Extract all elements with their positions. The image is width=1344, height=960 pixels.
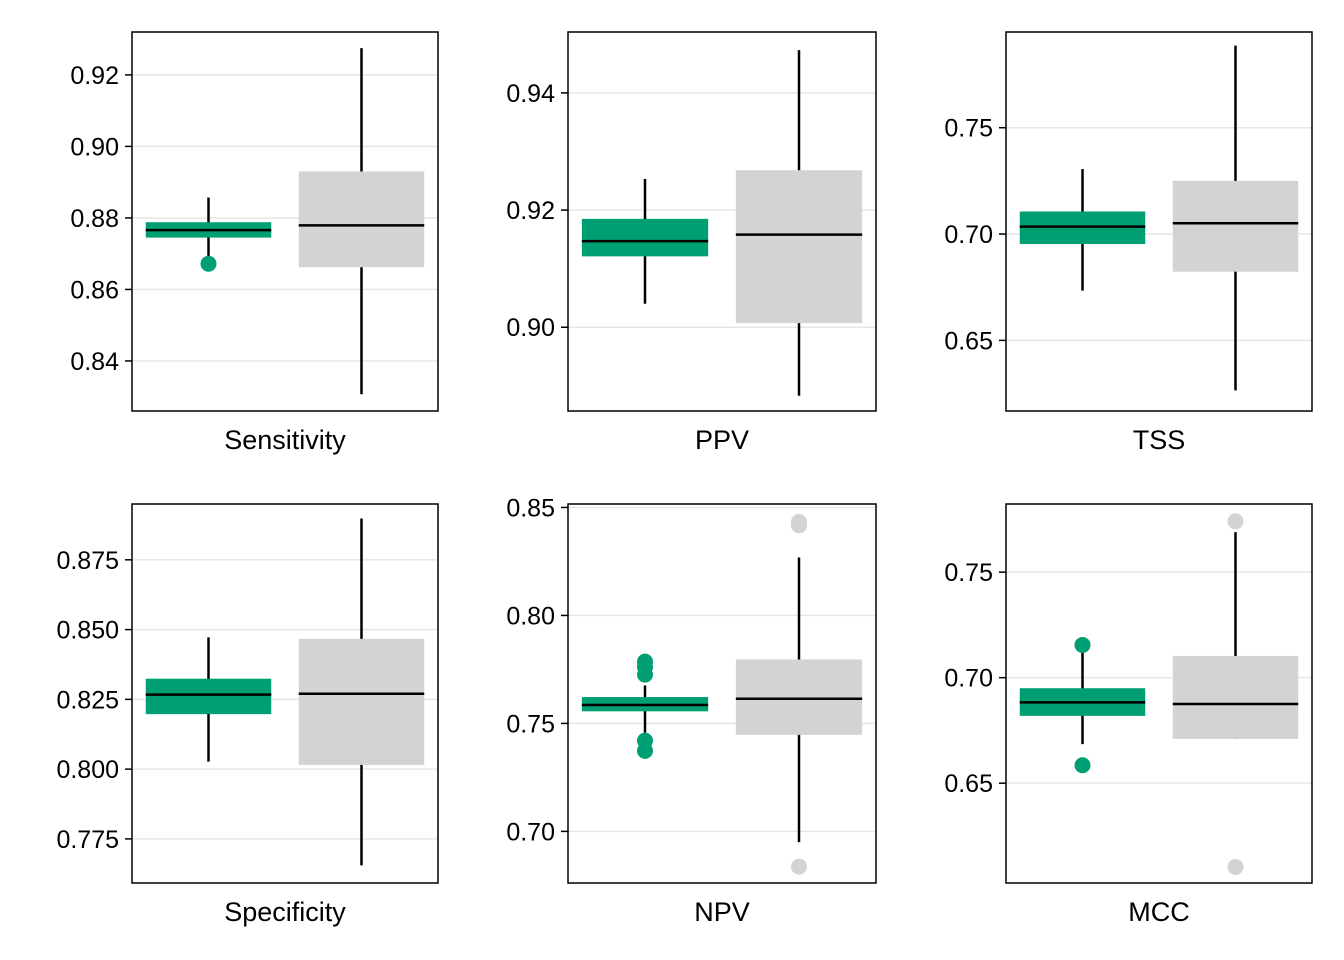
npv-gray-box	[735, 659, 863, 735]
panel-tss: 0.65 0.70 0.75 TSS	[944, 31, 1313, 455]
sensitivity-green-outlier-0	[200, 255, 217, 272]
sensitivity-ytick-label-2: 0.88	[70, 205, 119, 233]
mcc-xlabel: MCC	[1128, 897, 1190, 927]
specificity-xlabel: Specificity	[224, 897, 346, 927]
specificity-ytick-label-3: 0.850	[56, 617, 119, 645]
ppv-frame	[567, 31, 877, 412]
npv-ytick-label-2: 0.80	[506, 602, 555, 630]
sensitivity-ytick-label-4: 0.92	[70, 62, 119, 90]
mcc-green-outlier-0	[1074, 757, 1091, 774]
mcc-frame	[1005, 503, 1313, 884]
mcc-ytick-label-1: 0.70	[944, 665, 993, 693]
tss-ytick-label-0: 0.65	[944, 327, 993, 355]
sensitivity-ytick-label-0: 0.84	[70, 348, 119, 376]
mcc-green-outlier-1	[1074, 636, 1091, 653]
mcc-gray-outlier-0	[1227, 858, 1244, 875]
ppv-green-box	[581, 218, 709, 257]
tss-frame	[1005, 31, 1313, 412]
sensitivity-ytick-label-1: 0.86	[70, 276, 119, 304]
mcc-gray-outlier-1	[1227, 513, 1244, 530]
npv-green-outlier-1	[637, 732, 653, 749]
mcc-ytick-label-2: 0.75	[944, 559, 993, 587]
panel-npv: 0.70 0.75 0.80 0.85 NPV	[506, 494, 877, 927]
npv-gray-outlier-0	[791, 858, 807, 875]
npv-ytick-label-1: 0.75	[506, 710, 555, 738]
tss-xlabel: TSS	[1133, 425, 1186, 455]
npv-xlabel: NPV	[694, 897, 750, 927]
tss-ytick-label-1: 0.70	[944, 221, 993, 249]
panel-ppv: 0.90 0.92 0.94 PPV	[506, 31, 877, 455]
ppv-gray-box	[735, 170, 863, 324]
sensitivity-xlabel: Sensitivity	[224, 425, 346, 455]
npv-ytick-label-0: 0.70	[506, 818, 555, 846]
sensitivity-ytick-label-3: 0.90	[70, 133, 119, 161]
sensitivity-frame	[131, 31, 439, 412]
specificity-ytick-label-0: 0.775	[56, 826, 119, 854]
specificity-green-box	[145, 678, 272, 715]
npv-ytick-label-3: 0.85	[506, 494, 555, 522]
ppv-xlabel: PPV	[695, 425, 749, 455]
panel-mcc: 0.65 0.70 0.75 MCC	[944, 503, 1313, 927]
sensitivity-gray-box	[298, 171, 425, 268]
npv-green-outlier-4	[637, 653, 653, 670]
ppv-ytick-label-1: 0.92	[506, 197, 555, 225]
mcc-ytick-label-0: 0.65	[944, 770, 993, 798]
panel-sensitivity: 0.84 0.86 0.88 0.90 0.92 Sensitivity	[70, 31, 439, 455]
ppv-ytick-label-2: 0.94	[506, 80, 555, 108]
specificity-ytick-label-1: 0.800	[56, 756, 119, 784]
specificity-frame	[131, 503, 439, 884]
npv-frame	[567, 503, 877, 884]
specificity-gray-box	[298, 638, 425, 765]
panel-specificity: 0.775 0.800 0.825 0.850 0.875 Specificity	[56, 503, 439, 927]
ppv-ytick-label-0: 0.90	[506, 314, 555, 342]
npv-gray-outlier-2	[791, 513, 807, 530]
specificity-ytick-label-2: 0.825	[56, 686, 119, 714]
tss-gray-box	[1172, 180, 1299, 272]
tss-ytick-label-2: 0.75	[944, 115, 993, 143]
specificity-ytick-label-4: 0.875	[56, 547, 119, 575]
mcc-gray-box	[1172, 655, 1299, 739]
